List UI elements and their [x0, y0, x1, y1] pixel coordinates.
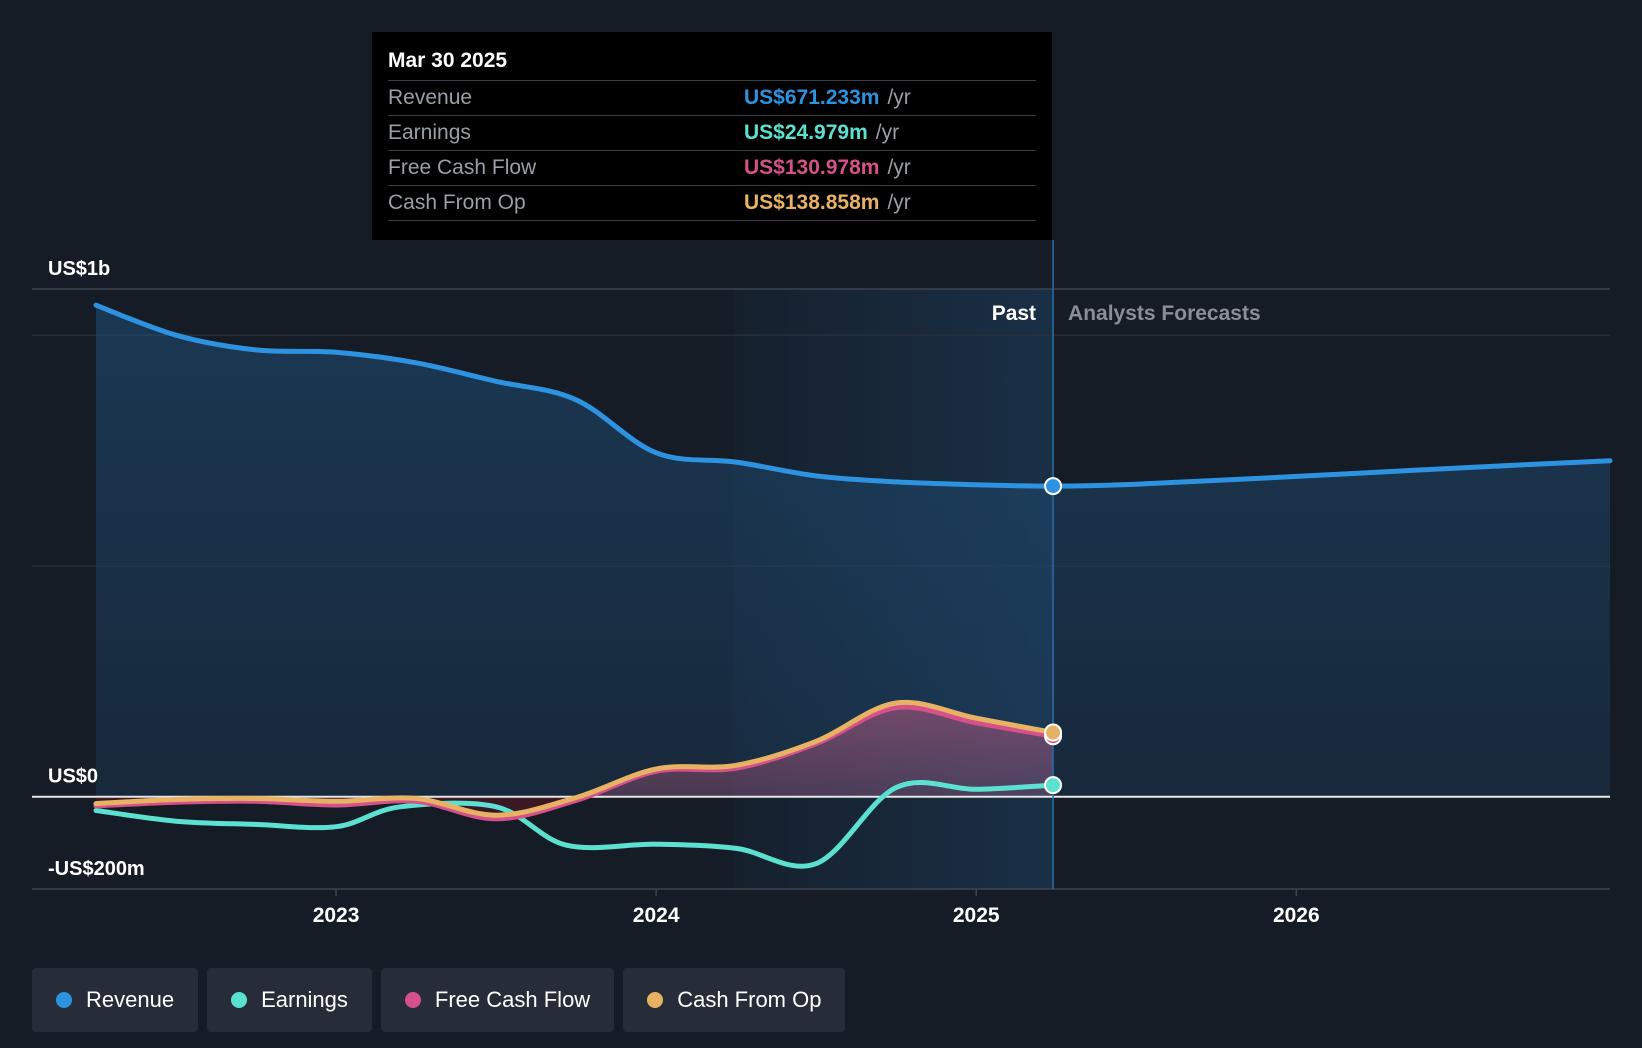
earnings-line: [93, 779, 1056, 869]
tooltip-row-cash-from-op: Cash From Op US$138.858m /yr: [388, 185, 1036, 221]
tooltip-value: US$130.978m: [744, 156, 880, 179]
y-axis-label: US$1b: [48, 258, 110, 280]
legend-item-free-cash-flow[interactable]: Free Cash Flow: [380, 968, 615, 1032]
x-axis-label: 2023: [313, 904, 360, 927]
cash-from-op-dot-icon: [647, 992, 664, 1008]
free-cash-flow-area-positive: [96, 707, 1054, 797]
tooltip-row-revenue: Revenue US$671.233m /yr: [388, 80, 1036, 115]
revenue-line: [93, 302, 1613, 489]
legend-label: Cash From Op: [677, 987, 822, 1012]
past-label: Past: [992, 302, 1036, 325]
y-axis-label: US$0: [48, 766, 98, 788]
tooltip-value: US$671.233m: [744, 86, 880, 109]
tooltip: Mar 30 2025 Revenue US$671.233m /yr Earn…: [372, 32, 1052, 240]
tooltip-label: Cash From Op: [388, 191, 526, 214]
x-axis-label: 2024: [633, 904, 680, 927]
legend-label: Revenue: [86, 987, 175, 1012]
cash-from-op-marker: [1044, 723, 1063, 742]
analysts-forecasts-label: Analysts Forecasts: [1068, 302, 1261, 325]
tooltip-row-earnings: Earnings US$24.979m /yr: [388, 115, 1036, 150]
revenue-area: [96, 305, 1610, 797]
earnings-marker: [1044, 776, 1063, 795]
free-cash-flow-line: [93, 704, 1056, 822]
tooltip-date: Mar 30 2025: [388, 49, 508, 72]
legend: Revenue Earnings Free Cash Flow Cash Fro…: [32, 968, 846, 1032]
tooltip-unit: /yr: [887, 191, 911, 214]
tooltip-unit: /yr: [887, 86, 911, 109]
legend-item-earnings[interactable]: Earnings: [207, 968, 372, 1032]
tooltip-label: Earnings: [388, 121, 471, 144]
legend-label: Free Cash Flow: [434, 987, 591, 1012]
tooltip-unit: /yr: [875, 121, 900, 144]
y-axis-label: -US$200m: [48, 858, 145, 880]
cash-from-op-line: [93, 699, 1056, 818]
earnings-dot-icon: [231, 992, 248, 1008]
legend-label: Earnings: [261, 987, 348, 1012]
tooltip-value: US$24.979m: [744, 121, 868, 144]
revenue-marker: [1044, 477, 1063, 496]
tooltip-unit: /yr: [887, 156, 911, 179]
tooltip-value: US$138.858m: [744, 191, 880, 214]
tooltip-label: Revenue: [388, 86, 473, 109]
x-axis-label: 2025: [953, 904, 1000, 927]
tooltip-row-free-cash-flow: Free Cash Flow US$130.978m /yr: [388, 150, 1036, 185]
tooltip-label: Free Cash Flow: [388, 156, 537, 179]
legend-item-cash-from-op[interactable]: Cash From Op: [623, 968, 846, 1032]
legend-item-revenue[interactable]: Revenue: [32, 968, 199, 1032]
x-axis-label: 2026: [1273, 904, 1320, 927]
free-cash-flow-dot-icon: [404, 992, 421, 1008]
revenue-dot-icon: [56, 992, 72, 1008]
